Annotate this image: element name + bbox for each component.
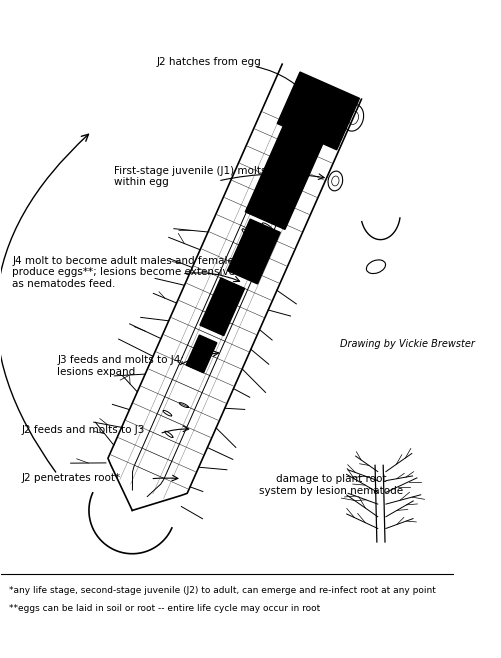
Polygon shape bbox=[277, 72, 359, 150]
Text: J3 feeds and molts to J4;
lesions expand: J3 feeds and molts to J4; lesions expand bbox=[57, 355, 184, 377]
FancyArrowPatch shape bbox=[0, 134, 89, 472]
Polygon shape bbox=[245, 126, 323, 230]
Polygon shape bbox=[186, 335, 217, 373]
Text: J2 hatches from egg: J2 hatches from egg bbox=[157, 57, 262, 67]
Text: J2 feeds and molts to J3: J2 feeds and molts to J3 bbox=[21, 424, 145, 435]
Text: *any life stage, second-stage juvenile (J2) to adult, can emerge and re-infect r: *any life stage, second-stage juvenile (… bbox=[9, 586, 435, 595]
Text: **eggs can be laid in soil or root -- entire life cycle may occur in root: **eggs can be laid in soil or root -- en… bbox=[9, 604, 320, 613]
Text: J4 molt to become adult males and females;
produce eggs**; lesions become extens: J4 molt to become adult males and female… bbox=[12, 256, 243, 289]
Text: First-stage juvenile (J1) molts
within egg: First-stage juvenile (J1) molts within e… bbox=[114, 166, 267, 188]
Text: Drawing by Vickie Brewster: Drawing by Vickie Brewster bbox=[340, 339, 475, 349]
Polygon shape bbox=[227, 219, 280, 284]
Polygon shape bbox=[200, 278, 244, 336]
Text: damage to plant root
system by lesion nematode: damage to plant root system by lesion ne… bbox=[259, 474, 403, 496]
Text: J2 penetrates root*: J2 penetrates root* bbox=[21, 472, 120, 482]
